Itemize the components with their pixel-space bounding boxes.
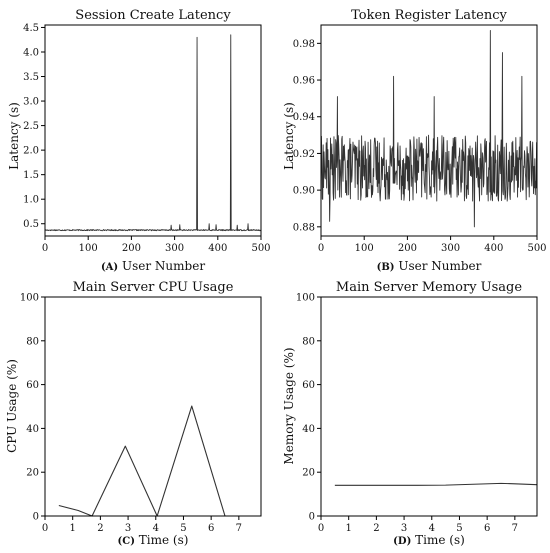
panel-a: Session Create Latency Latency (s) (A) U… [7, 8, 271, 273]
x-tick-label-c-5: 5 [180, 523, 186, 534]
panel-d-xlabel-text: Time (s) [415, 533, 465, 547]
y-tick-label-a-0: 0.5 [23, 219, 39, 230]
x-tick-label-a-0: 0 [42, 243, 48, 254]
panel-a-xlabel-text: User Number [122, 259, 205, 273]
x-tick-label-c-6: 6 [208, 523, 214, 534]
panel-d-tag: (D) [393, 536, 411, 547]
series-line-d-0 [334, 482, 538, 486]
panel-c-tag: (C) [118, 536, 135, 547]
y-tick-label-c-4: 80 [26, 336, 39, 347]
panel-c: Main Server CPU Usage CPU Usage (%) (C) … [5, 280, 262, 547]
y-tick-label-d-4: 80 [302, 336, 315, 347]
panel-a-tag: (A) [101, 262, 118, 273]
x-tick-label-c-0: 0 [42, 523, 48, 534]
y-tick-label-a-3: 2.0 [23, 146, 39, 157]
y-tick-label-c-3: 60 [26, 380, 39, 391]
series-line-c-0 [58, 405, 237, 517]
axes-frame-d [320, 296, 538, 517]
x-tick-label-d-3: 3 [401, 523, 407, 534]
x-tick-label-a-2: 200 [122, 243, 141, 254]
x-tick-label-b-3: 300 [441, 243, 460, 254]
axes-frame-c [44, 296, 262, 517]
panel-b-xlabel: (B) User Number [377, 259, 482, 273]
y-tick-label-d-1: 20 [302, 468, 315, 479]
y-tick-label-c-0: 0 [33, 512, 39, 523]
y-tick-label-a-5: 3.0 [23, 97, 39, 108]
panel-c-plot: 0 1 2 3 4 5 6 7 0 20 40 60 80 100 [20, 293, 262, 534]
y-tick-label-b-1: 0.90 [293, 186, 315, 197]
y-tick-label-b-0: 0.88 [293, 222, 315, 233]
x-tick-label-a-3: 300 [165, 243, 184, 254]
x-tick-label-d-2: 2 [373, 523, 379, 534]
panel-d: Main Server Memory Usage Memory Usage (%… [282, 280, 538, 547]
y-tick-label-c-5: 100 [20, 293, 39, 304]
panel-b-ylabel: Latency (s) [282, 102, 296, 170]
panel-c-title: Main Server CPU Usage [73, 280, 234, 295]
panel-d-plot: 0 1 2 3 4 5 6 7 0 20 40 60 80 100 [296, 293, 538, 534]
series-line-b-0 [320, 30, 538, 228]
x-tick-label-d-4: 4 [429, 523, 435, 534]
y-tick-label-b-2: 0.92 [293, 149, 315, 160]
y-tick-label-d-3: 60 [302, 380, 315, 391]
axes-frame-a [44, 24, 262, 237]
panel-d-xlabel: (D) Time (s) [393, 533, 465, 547]
y-tick-label-c-2: 40 [26, 424, 39, 435]
panel-b-tag: (B) [377, 262, 395, 273]
x-tick-label-a-1: 100 [79, 243, 98, 254]
panel-a-xlabel: (A) User Number [101, 259, 205, 273]
x-tick-label-a-5: 500 [251, 243, 270, 254]
y-tick-label-c-1: 20 [26, 468, 39, 479]
y-tick-label-b-5: 0.98 [293, 39, 315, 50]
y-tick-label-d-5: 100 [296, 293, 315, 304]
panel-d-title: Main Server Memory Usage [336, 280, 522, 295]
panel-d-ylabel: Memory Usage (%) [282, 347, 296, 464]
panel-c-xlabel-text: Time (s) [139, 533, 189, 547]
panel-b-title: Token Register Latency [351, 8, 507, 23]
y-tick-label-a-6: 3.5 [23, 72, 39, 83]
series-line-a-0 [44, 34, 262, 232]
y-tick-label-b-3: 0.94 [293, 112, 315, 123]
y-tick-label-b-4: 0.96 [293, 76, 315, 87]
x-tick-label-b-0: 0 [318, 243, 324, 254]
y-tick-label-a-2: 1.5 [23, 170, 39, 181]
panel-c-xlabel: (C) Time (s) [118, 533, 189, 547]
panel-b-xlabel-text: User Number [398, 259, 481, 273]
panel-b-plot: 0 100 200 300 400 500 0.88 0.90 0.92 0.94 0.96 0.98 [293, 24, 547, 254]
y-tick-label-a-8: 4.5 [23, 23, 39, 34]
y-tick-label-d-2: 40 [302, 424, 315, 435]
y-tick-label-a-1: 1.0 [23, 195, 39, 206]
x-tick-label-d-5: 5 [456, 523, 462, 534]
x-tick-label-b-1: 100 [355, 243, 374, 254]
x-tick-label-b-5: 500 [527, 243, 546, 254]
x-tick-label-c-3: 3 [125, 523, 131, 534]
x-tick-label-c-4: 4 [153, 523, 159, 534]
y-tick-label-d-0: 0 [309, 512, 315, 523]
x-tick-label-d-1: 1 [346, 523, 352, 534]
x-tick-label-d-6: 6 [484, 523, 490, 534]
x-tick-label-d-0: 0 [318, 523, 324, 534]
x-tick-label-a-4: 400 [208, 243, 227, 254]
x-tick-label-c-2: 2 [97, 523, 103, 534]
x-tick-label-c-7: 7 [236, 523, 242, 534]
panel-a-title: Session Create Latency [75, 8, 231, 23]
x-tick-label-b-2: 200 [398, 243, 417, 254]
x-tick-label-c-1: 1 [70, 523, 76, 534]
x-tick-label-d-7: 7 [512, 523, 518, 534]
panel-b: Token Register Latency Latency (s) (B) U… [282, 8, 547, 273]
panel-a-ylabel: Latency (s) [7, 102, 21, 170]
y-tick-label-a-4: 2.5 [23, 121, 39, 132]
panel-c-ylabel: CPU Usage (%) [5, 359, 19, 453]
x-tick-label-b-4: 400 [484, 243, 503, 254]
panel-a-plot: 0 100 200 300 400 500 0.5 1.0 1.5 2.0 2.5 3.0 3.5 4.0… [23, 23, 270, 254]
y-tick-label-a-7: 4.0 [23, 47, 39, 58]
axes-frame-b [320, 24, 538, 237]
